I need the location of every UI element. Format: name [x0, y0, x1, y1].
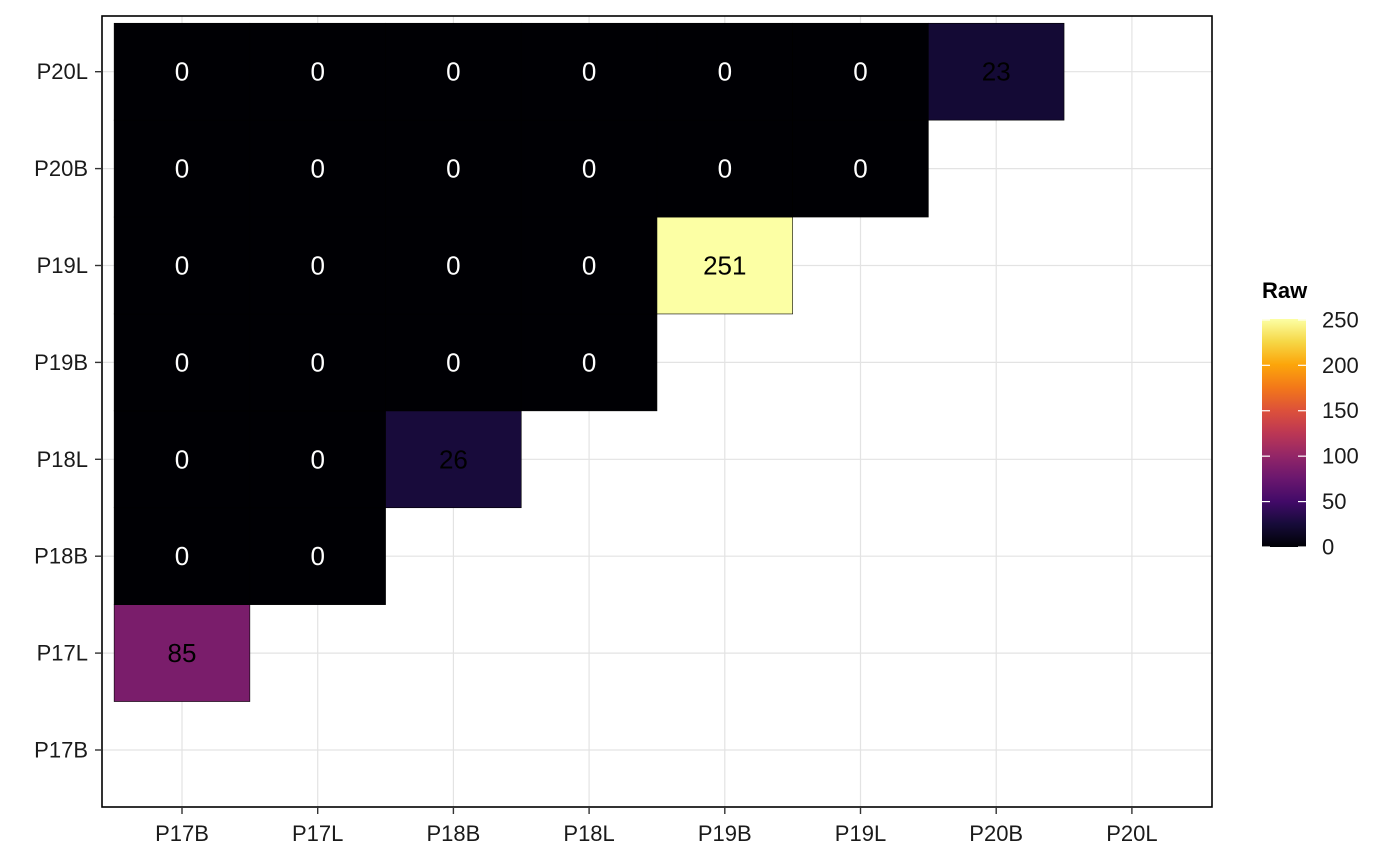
heatmap-cell [249, 410, 386, 509]
heatmap-cell [520, 313, 658, 412]
cell-value-label: 0 [853, 154, 867, 184]
y-tick-label: P20B [34, 156, 88, 181]
heatmap-cell [792, 22, 929, 121]
heatmap-cell [113, 216, 251, 315]
x-tick-label: P20B [969, 821, 1023, 846]
cell-value-label: 0 [446, 57, 460, 87]
cell-value-label: 85 [168, 638, 197, 668]
heatmap-cell [113, 22, 251, 121]
legend-tick-label: 150 [1322, 398, 1359, 423]
legend-tick-label: 250 [1322, 307, 1359, 332]
heatmap-cell [656, 119, 793, 218]
y-axis: P17B P17L P18B P18L P19B P19L P20B P20L [34, 59, 102, 763]
x-tick-label: P19L [835, 821, 886, 846]
cell-value-label: 0 [446, 347, 460, 377]
x-tick-label: P18L [563, 821, 614, 846]
legend-tick-label: 100 [1322, 444, 1359, 469]
cell-value-label: 23 [982, 57, 1011, 87]
cell-labels: 85 0 0 0 0 26 0 0 0 0 0 0 0 0 251 0 0 0 0 0 0 0 0 0 0 0 0 23 [168, 57, 1011, 668]
heatmap-cell [385, 216, 522, 315]
cell-value-label: 0 [175, 347, 189, 377]
cell-value-label: 0 [175, 57, 189, 87]
x-tick-label: P17L [292, 821, 343, 846]
cell-value-label: 0 [582, 57, 596, 87]
cell-value-label: 251 [703, 251, 746, 281]
cell-value-label: 0 [310, 154, 324, 184]
y-tick-label: P19L [37, 253, 88, 278]
x-axis: P17B P17L P18B P18L P19B P19L P20B P20L [155, 807, 1158, 846]
y-tick-label: P17B [34, 738, 88, 763]
cell-value-label: 0 [175, 541, 189, 571]
x-tick-label: P19B [698, 821, 752, 846]
cell-value-label: 0 [853, 57, 867, 87]
heatmap-cell [113, 507, 251, 605]
cell-value-label: 0 [175, 154, 189, 184]
cell-value-label: 0 [446, 251, 460, 281]
heatmap-cell [928, 22, 1065, 121]
legend-tick-label: 200 [1322, 353, 1359, 378]
cell-value-label: 0 [310, 444, 324, 474]
legend-tick-label: 0 [1322, 535, 1334, 560]
cell-value-label: 0 [582, 154, 596, 184]
heatmap-cell [113, 604, 251, 702]
heatmap-cell [792, 119, 929, 218]
legend-ticks: 0 50 100 150 200 250 [1262, 307, 1359, 560]
legend-tick-label: 50 [1322, 489, 1346, 514]
heatmap-cell [656, 22, 793, 121]
y-tick-label: P18B [34, 544, 88, 569]
heatmap-cell [113, 119, 251, 218]
heatmap-cell [385, 410, 522, 509]
cell-value-label: 0 [175, 251, 189, 281]
heatmap-cell [249, 216, 386, 315]
heatmap-cell [385, 313, 522, 412]
x-tick-label: P20L [1106, 821, 1157, 846]
cell-value-label: 0 [175, 444, 189, 474]
y-tick-label: P19B [34, 350, 88, 375]
legend-title: Raw [1262, 278, 1308, 303]
heatmap-cell [656, 216, 793, 315]
cell-value-label: 0 [718, 57, 732, 87]
plot-panel-border [101, 15, 1213, 808]
cell-value-label: 0 [310, 347, 324, 377]
cell-value-label: 0 [582, 347, 596, 377]
heatmap-cell [249, 22, 386, 121]
x-tick-label: P18B [426, 821, 480, 846]
heatmap-cell [520, 216, 658, 315]
legend-colorbar [1262, 319, 1306, 547]
heatmap-cell [520, 119, 658, 218]
cell-value-label: 0 [718, 154, 732, 184]
cell-value-label: 0 [446, 154, 460, 184]
cell-value-label: 26 [439, 444, 468, 474]
cell-value-label: 0 [582, 251, 596, 281]
heatmap-cell [249, 507, 386, 605]
cell-value-label: 0 [310, 251, 324, 281]
heatmap-cell [385, 119, 522, 218]
heatmap-cells [113, 22, 1065, 702]
heatmap-cell [249, 313, 386, 412]
cell-value-label: 0 [310, 57, 324, 87]
cell-value-label: 0 [310, 541, 324, 571]
heatmap-cell [113, 313, 251, 412]
heatmap-cell [249, 119, 386, 218]
heatmap-cell [113, 410, 251, 509]
legend: Raw 0 50 100 150 200 250 [1262, 278, 1359, 560]
y-tick-label: P18L [37, 447, 88, 472]
y-tick-label: P17L [37, 641, 88, 666]
y-tick-label: P20L [37, 59, 88, 84]
x-tick-label: P17B [155, 821, 209, 846]
